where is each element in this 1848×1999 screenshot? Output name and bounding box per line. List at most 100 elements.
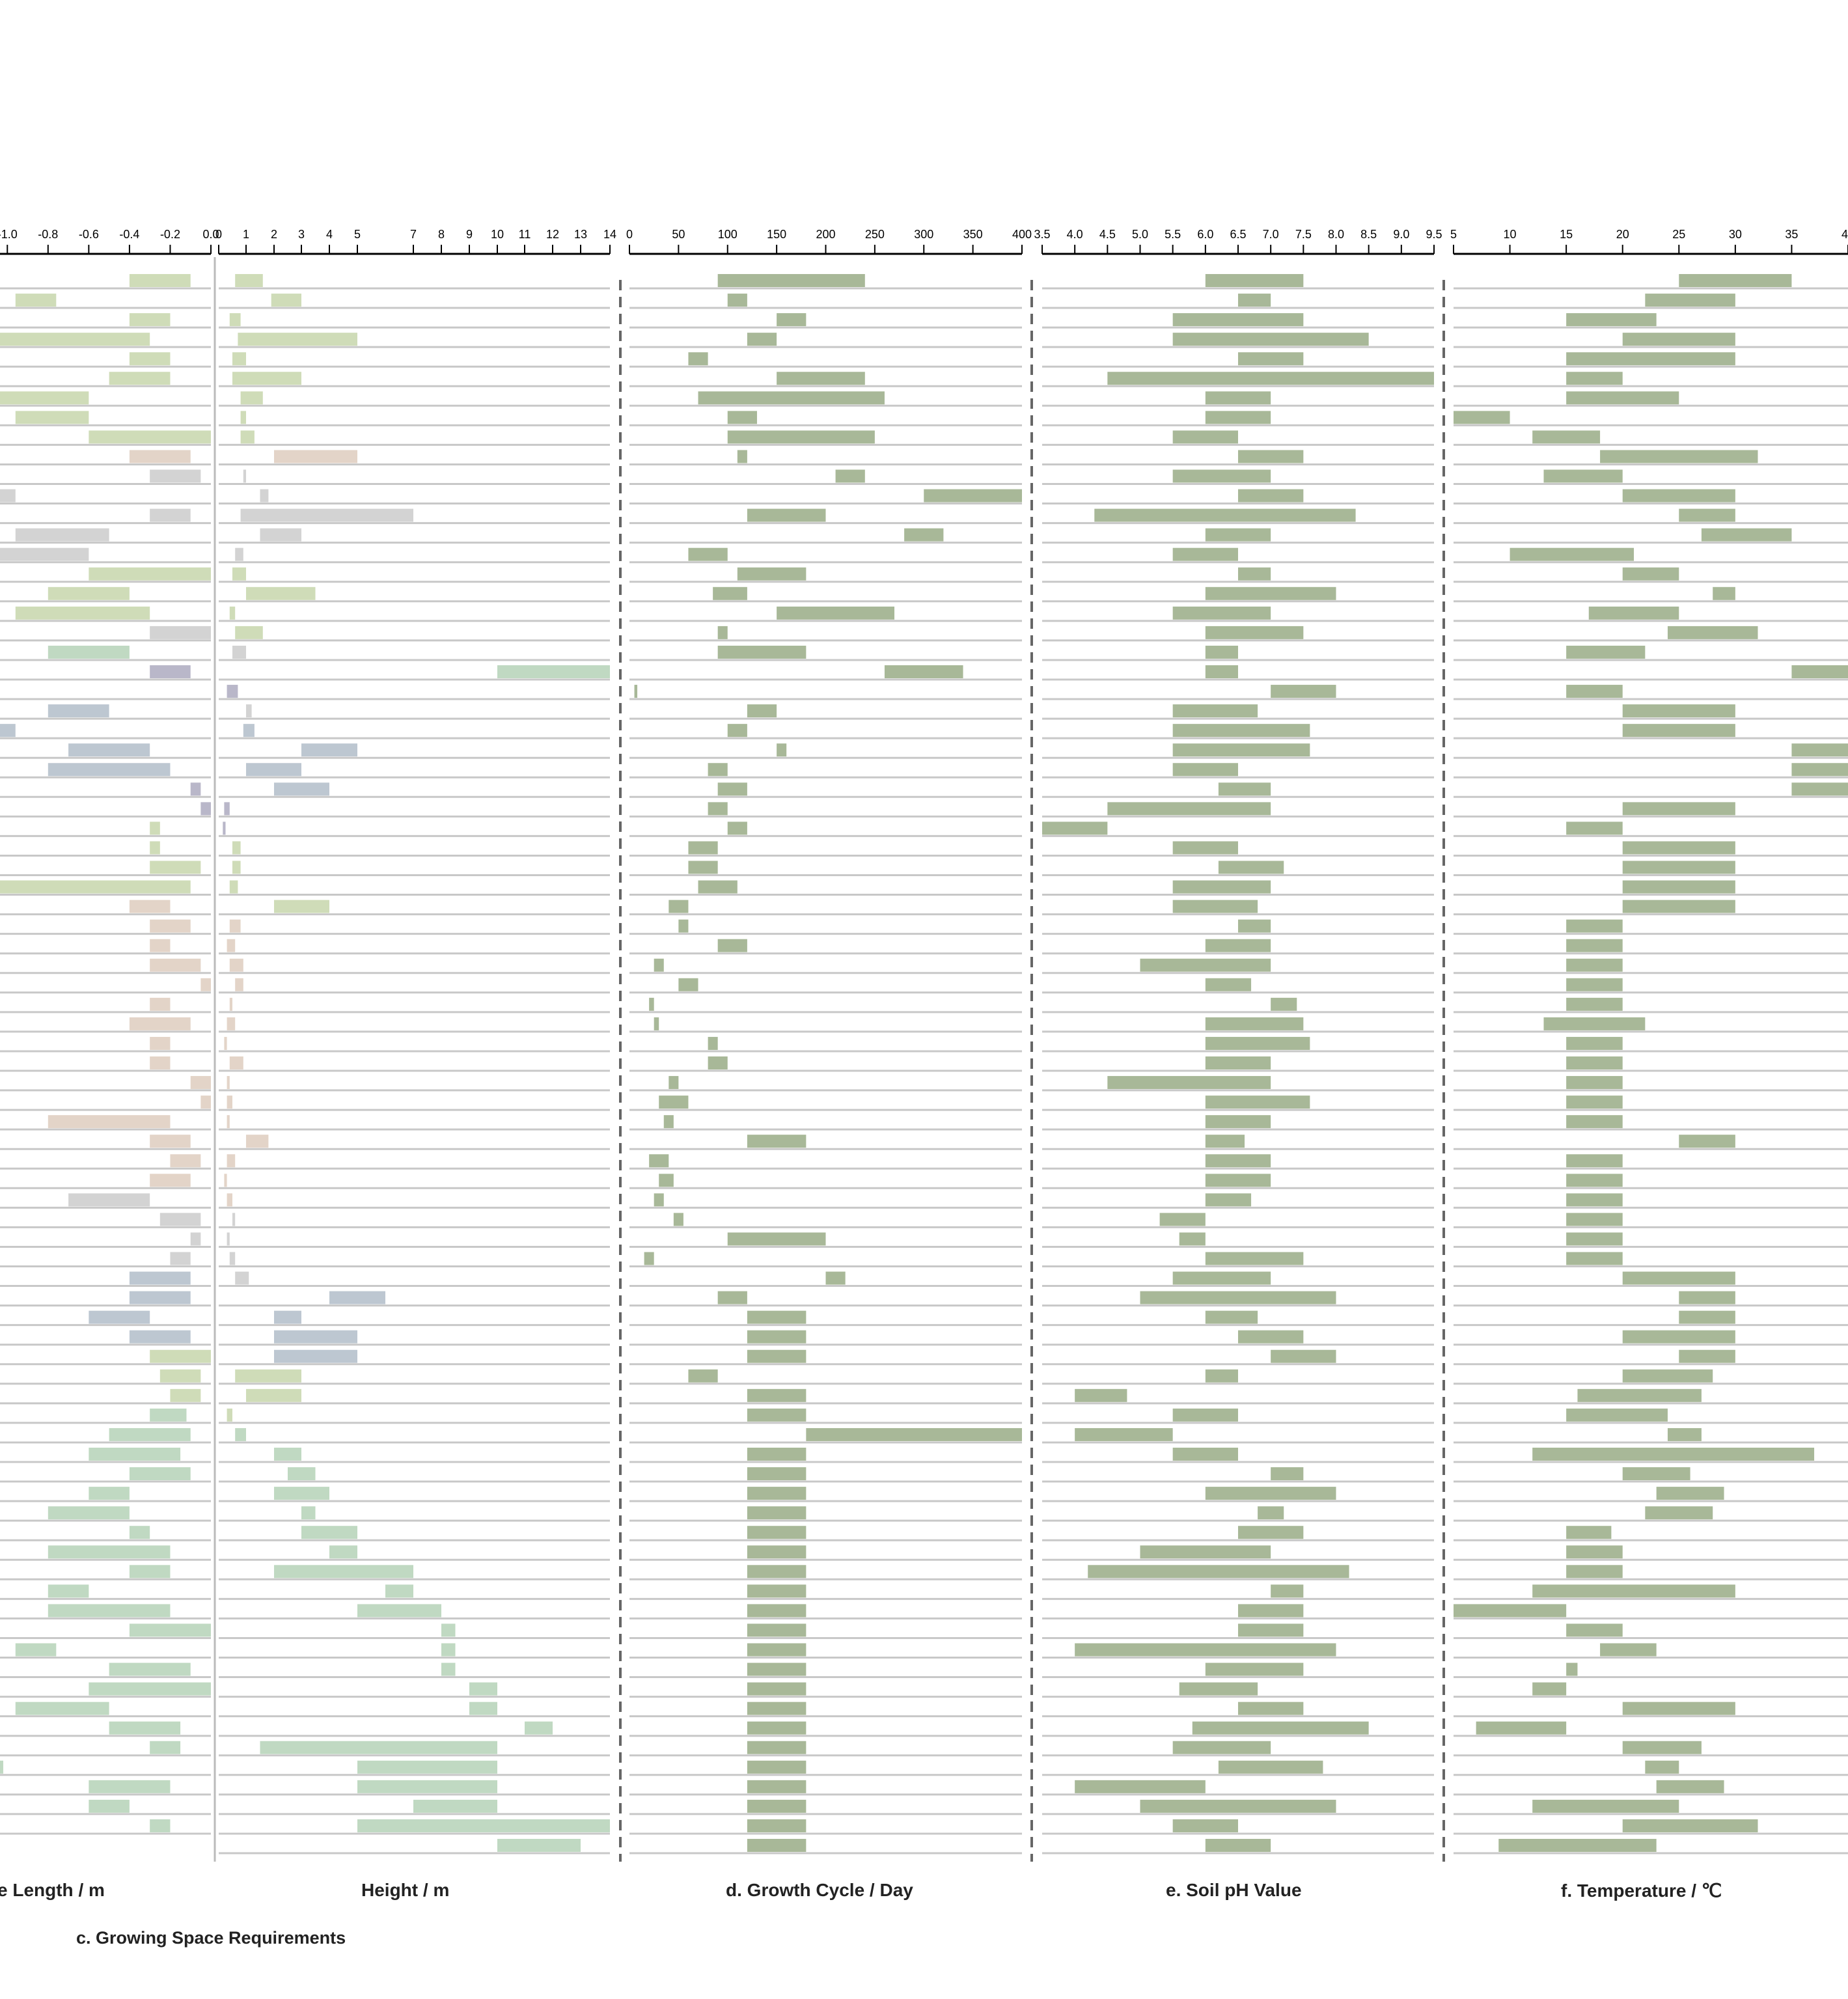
bar-length xyxy=(15,1702,109,1715)
bar-height xyxy=(229,958,243,972)
bar-height xyxy=(260,489,269,503)
bar-temperature xyxy=(1713,586,1735,600)
bar-length xyxy=(200,1096,211,1109)
bar-temperature xyxy=(1622,900,1735,913)
bar-soil-ph xyxy=(1075,1388,1127,1402)
bar-height xyxy=(274,1349,357,1363)
tick-label-growth-cycle: 50 xyxy=(672,228,685,241)
bar-growth-cycle xyxy=(747,1545,807,1559)
bar-soil-ph xyxy=(1172,880,1271,894)
bar-growth-cycle xyxy=(747,1388,807,1402)
bar-height xyxy=(243,469,246,483)
bar-length xyxy=(129,1017,191,1030)
bar-soil-ph xyxy=(1238,1526,1304,1539)
bar-soil-ph xyxy=(1205,1174,1271,1187)
bar-soil-ph xyxy=(1218,861,1284,874)
bar-growth-cycle xyxy=(777,372,865,385)
tick-label-growth-cycle: 250 xyxy=(865,228,885,241)
bar-height xyxy=(235,1369,301,1383)
bar-growth-cycle xyxy=(727,821,747,835)
bar-growth-cycle xyxy=(747,1623,807,1637)
bar-length xyxy=(0,391,89,405)
bar-temperature xyxy=(1656,1487,1724,1500)
bar-length xyxy=(150,665,191,678)
bar-growth-cycle xyxy=(717,645,807,659)
bar-height xyxy=(229,880,238,894)
bar-growth-cycle xyxy=(747,1702,807,1715)
bar-height xyxy=(274,782,329,796)
bar-length xyxy=(150,1135,191,1148)
bar-height xyxy=(232,567,246,581)
bar-length xyxy=(170,1388,201,1402)
bar-soil-ph xyxy=(1205,1115,1271,1129)
bar-temperature xyxy=(1791,782,1848,796)
bar-growth-cycle xyxy=(747,1349,807,1363)
bar-length xyxy=(89,1799,130,1813)
bar-length xyxy=(129,900,171,913)
bar-soil-ph xyxy=(1172,547,1238,561)
bar-height xyxy=(227,1017,236,1030)
bar-soil-ph xyxy=(1238,1330,1304,1344)
bar-soil-ph xyxy=(1205,1662,1304,1676)
bar-height xyxy=(229,919,241,933)
bar-length xyxy=(129,1467,191,1481)
bar-growth-cycle xyxy=(747,1526,807,1539)
tick-label-height: 4 xyxy=(326,228,333,241)
bar-height xyxy=(240,391,263,405)
bar-length xyxy=(129,352,171,366)
tick-label-soil-ph: 4.5 xyxy=(1099,228,1116,241)
bar-soil-ph xyxy=(1205,939,1271,952)
bar-soil-ph xyxy=(1159,1213,1206,1226)
bar-height xyxy=(357,1604,441,1618)
bar-temperature xyxy=(1667,626,1758,639)
bar-growth-cycle xyxy=(777,743,787,757)
bar-growth-cycle xyxy=(904,528,944,542)
bar-length xyxy=(0,1760,4,1774)
bar-length xyxy=(129,1291,191,1304)
bar-growth-cycle xyxy=(669,900,689,913)
bar-growth-cycle xyxy=(673,1213,683,1226)
bar-growth-cycle xyxy=(747,1448,807,1461)
bar-soil-ph xyxy=(1107,372,1434,385)
bar-height xyxy=(274,1565,413,1579)
tick-label-soil-ph: 8.0 xyxy=(1328,228,1344,241)
bar-temperature xyxy=(1566,919,1623,933)
bar-growth-cycle xyxy=(747,1819,807,1832)
bar-length xyxy=(89,430,211,444)
tick-label-temperature: 5 xyxy=(1450,228,1457,241)
bar-temperature xyxy=(1566,1526,1612,1539)
bar-length xyxy=(190,782,201,796)
bar-height xyxy=(469,1702,497,1715)
bar-length xyxy=(150,1056,171,1069)
tick-label-temperature: 20 xyxy=(1616,228,1629,241)
bar-soil-ph xyxy=(1172,333,1369,346)
bar-height xyxy=(246,763,301,777)
bar-growth-cycle xyxy=(747,1487,807,1500)
bar-growth-cycle xyxy=(698,880,738,894)
bar-soil-ph xyxy=(1205,1096,1310,1109)
bar-temperature xyxy=(1622,802,1735,816)
bar-soil-ph xyxy=(1271,1584,1304,1598)
bar-temperature xyxy=(1791,763,1848,777)
bar-growth-cycle xyxy=(654,958,664,972)
bar-length xyxy=(150,469,201,483)
bar-temperature xyxy=(1622,489,1735,503)
bar-temperature xyxy=(1566,1056,1623,1069)
bar-growth-cycle xyxy=(747,1799,807,1813)
bar-growth-cycle xyxy=(727,724,747,738)
bar-height xyxy=(232,352,246,366)
panel-temperature: 5 10 15 20 25 30 35 40 xyxy=(1450,228,1848,1854)
tick-label-height: 13 xyxy=(574,228,587,241)
caption-temperature: f. Temperature / ℃ xyxy=(1561,1881,1722,1901)
bar-soil-ph xyxy=(1172,430,1238,444)
bar-length xyxy=(150,1741,181,1754)
bar-height xyxy=(227,1115,230,1129)
bar-length xyxy=(150,958,201,972)
bar-height xyxy=(224,1036,227,1050)
bar-temperature xyxy=(1622,567,1679,581)
bar-growth-cycle xyxy=(737,567,807,581)
bar-temperature xyxy=(1566,1154,1623,1168)
bar-growth-cycle xyxy=(717,782,747,796)
bar-growth-cycle xyxy=(747,1741,807,1754)
bar-height xyxy=(469,1682,497,1696)
